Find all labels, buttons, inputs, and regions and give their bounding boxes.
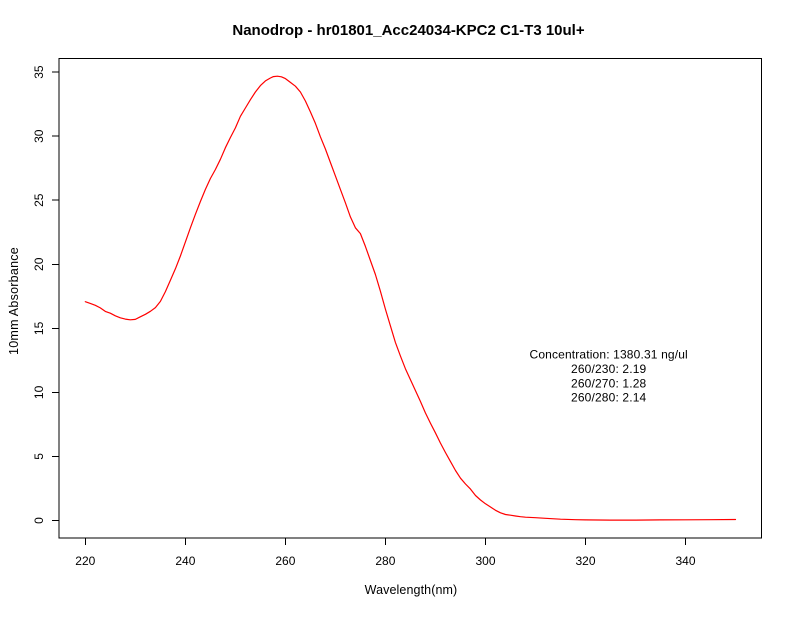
svg-text:340: 340 <box>675 554 695 568</box>
svg-text:10mm Absorbance: 10mm Absorbance <box>7 247 21 355</box>
svg-text:260/230: 2.19: 260/230: 2.19 <box>571 362 647 376</box>
svg-text:10: 10 <box>32 385 46 399</box>
svg-text:5: 5 <box>32 453 46 460</box>
svg-text:260/270: 1.28: 260/270: 1.28 <box>571 376 647 390</box>
svg-text:15: 15 <box>32 321 46 335</box>
svg-text:280: 280 <box>375 554 395 568</box>
svg-text:25: 25 <box>32 193 46 207</box>
svg-text:320: 320 <box>575 554 595 568</box>
svg-text:220: 220 <box>75 554 95 568</box>
svg-text:35: 35 <box>32 65 46 79</box>
svg-text:240: 240 <box>175 554 195 568</box>
svg-text:300: 300 <box>475 554 495 568</box>
svg-text:260/280: 2.14: 260/280: 2.14 <box>571 391 647 405</box>
svg-text:Nanodrop - hr01801_Acc24034-KP: Nanodrop - hr01801_Acc24034-KPC2 C1-T3 1… <box>232 22 584 39</box>
svg-text:Concentration: 1380.31 ng/ul: Concentration: 1380.31 ng/ul <box>530 348 688 362</box>
svg-text:Wavelength(nm): Wavelength(nm) <box>365 583 458 597</box>
svg-text:20: 20 <box>32 257 46 271</box>
svg-text:260: 260 <box>275 554 295 568</box>
svg-text:30: 30 <box>32 129 46 143</box>
svg-text:0: 0 <box>32 517 46 524</box>
